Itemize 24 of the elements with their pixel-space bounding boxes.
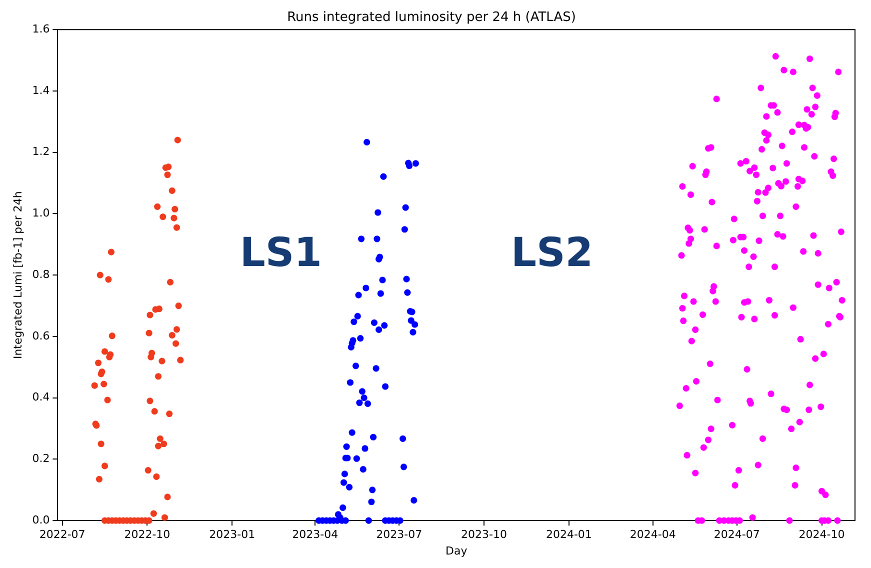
x-tick-label: 2024-07 [714, 528, 760, 542]
x-tick-label: 2024-01 [546, 528, 592, 542]
x-tick-label: 2022-07 [39, 528, 86, 542]
y-tick-label: 1.6 [32, 22, 50, 36]
annotation: LS1 [240, 230, 322, 276]
x-tick-label: 2023-01 [209, 528, 256, 542]
x-tick-label: 2023-10 [461, 528, 508, 542]
y-tick-label: 1.4 [32, 84, 50, 97]
annotation: LS2 [510, 230, 594, 276]
y-tick-label: 0.6 [32, 329, 50, 342]
x-tick-label: 2024-04 [630, 528, 676, 542]
y-tick-label: 0.8 [32, 268, 50, 281]
x-tick-label: 2022-10 [124, 528, 170, 542]
x-tick-label: 2023-04 [292, 528, 338, 542]
chart-title: Runs integrated luminosity per 24 h (ATLAS) [287, 10, 576, 26]
y-tick-label: 0.2 [32, 452, 50, 466]
y-tick-label: 1.0 [32, 206, 50, 220]
x-tick-label: 2023-07 [376, 528, 422, 542]
y-tick-label: 1.2 [32, 145, 50, 158]
y-tick-label: 0.0 [32, 513, 50, 526]
x-axis-title: Day [445, 544, 468, 558]
y-tick-label: 0.4 [32, 390, 50, 404]
y-axis-title: Integrated Lumi [fb-1] per 24h [11, 191, 24, 360]
x-tick-label: 2024-10 [798, 528, 845, 542]
